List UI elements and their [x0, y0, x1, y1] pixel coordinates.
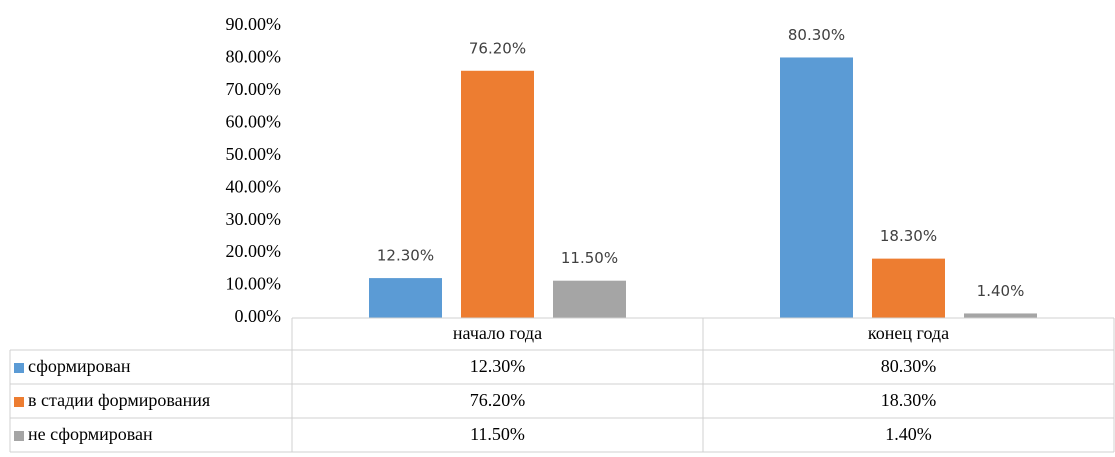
bar: [369, 278, 442, 318]
table-value: 1.40%: [885, 424, 932, 444]
y-tick-label: 10.00%: [226, 274, 282, 294]
y-tick-label: 90.00%: [226, 14, 282, 34]
y-tick-label: 70.00%: [226, 79, 282, 99]
y-tick-label: 80.00%: [226, 47, 282, 67]
data-label: 1.40%: [977, 282, 1025, 300]
data-label: 12.30%: [377, 247, 434, 265]
x-tick-label: конец года: [868, 323, 949, 343]
y-tick-label: 0.00%: [235, 306, 282, 326]
table-value: 80.30%: [881, 356, 937, 376]
data-label: 18.30%: [880, 227, 937, 245]
table-value: 18.30%: [881, 390, 937, 410]
y-tick-label: 20.00%: [226, 241, 282, 261]
bar: [780, 57, 853, 319]
data-label: 80.30%: [788, 26, 845, 44]
legend-swatch: [14, 363, 24, 373]
bar: [553, 280, 626, 318]
y-tick-label: 50.00%: [226, 144, 282, 164]
bar: [964, 313, 1037, 318]
table-value: 11.50%: [470, 424, 525, 444]
legend-label: сформирован: [28, 356, 131, 376]
legend-label: в стадии формирования: [28, 390, 210, 410]
bar: [461, 70, 534, 318]
legend-label: не сформирован: [28, 424, 153, 444]
x-tick-label: начало года: [453, 323, 542, 343]
data-label: 76.20%: [469, 39, 526, 57]
table-value: 76.20%: [470, 390, 526, 410]
bar: [872, 258, 945, 318]
legend-swatch: [14, 397, 24, 407]
data-label: 11.50%: [561, 249, 618, 267]
table-value: 12.30%: [470, 356, 526, 376]
y-tick-label: 60.00%: [226, 111, 282, 131]
y-tick-label: 30.00%: [226, 209, 282, 229]
y-tick-label: 40.00%: [226, 176, 282, 196]
legend-swatch: [14, 431, 24, 441]
